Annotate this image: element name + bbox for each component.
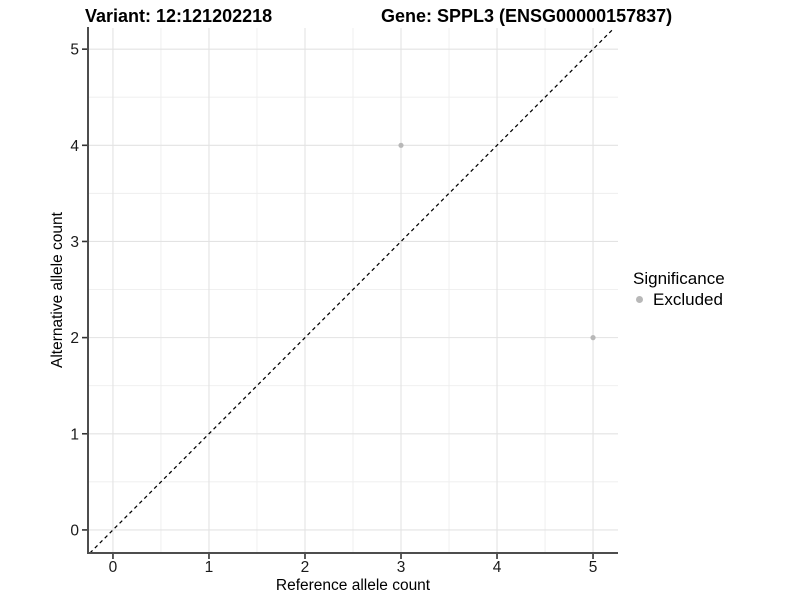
data-point — [590, 335, 596, 341]
axis-ticks — [82, 48, 594, 559]
variant-title: Variant: 12:121202218 — [85, 6, 273, 26]
legend-point-icon — [636, 296, 643, 303]
y-tick-label: 3 — [70, 234, 79, 251]
y-tick-label: 0 — [70, 522, 79, 539]
legend-item-label: Excluded — [653, 290, 723, 309]
data-points — [398, 142, 596, 341]
x-tick-labels: 0 1 2 3 4 5 — [109, 559, 598, 576]
grid-minor — [88, 28, 618, 553]
gene-title: Gene: SPPL3 (ENSG00000157837) — [381, 6, 673, 26]
y-tick-label: 4 — [70, 138, 79, 155]
grid-major — [88, 28, 618, 553]
y-tick-labels: 0 1 2 3 4 5 — [70, 42, 79, 540]
identity-reference-line — [89, 27, 615, 554]
x-axis-title: Reference allele count — [275, 577, 431, 594]
data-point — [398, 142, 404, 148]
x-tick-label: 5 — [589, 559, 598, 576]
y-tick-label: 1 — [70, 426, 79, 443]
y-tick-label: 2 — [70, 330, 79, 347]
legend: Significance Excluded — [633, 269, 725, 309]
x-tick-label: 4 — [493, 559, 502, 576]
x-tick-label: 3 — [397, 559, 406, 576]
y-tick-label: 5 — [70, 42, 79, 59]
x-tick-label: 1 — [205, 559, 214, 576]
y-axis-title: Alternative allele count — [49, 212, 66, 368]
x-tick-label: 2 — [301, 559, 310, 576]
x-tick-label: 0 — [109, 559, 118, 576]
legend-item-excluded: Excluded — [633, 290, 725, 309]
legend-title: Significance — [633, 269, 725, 288]
